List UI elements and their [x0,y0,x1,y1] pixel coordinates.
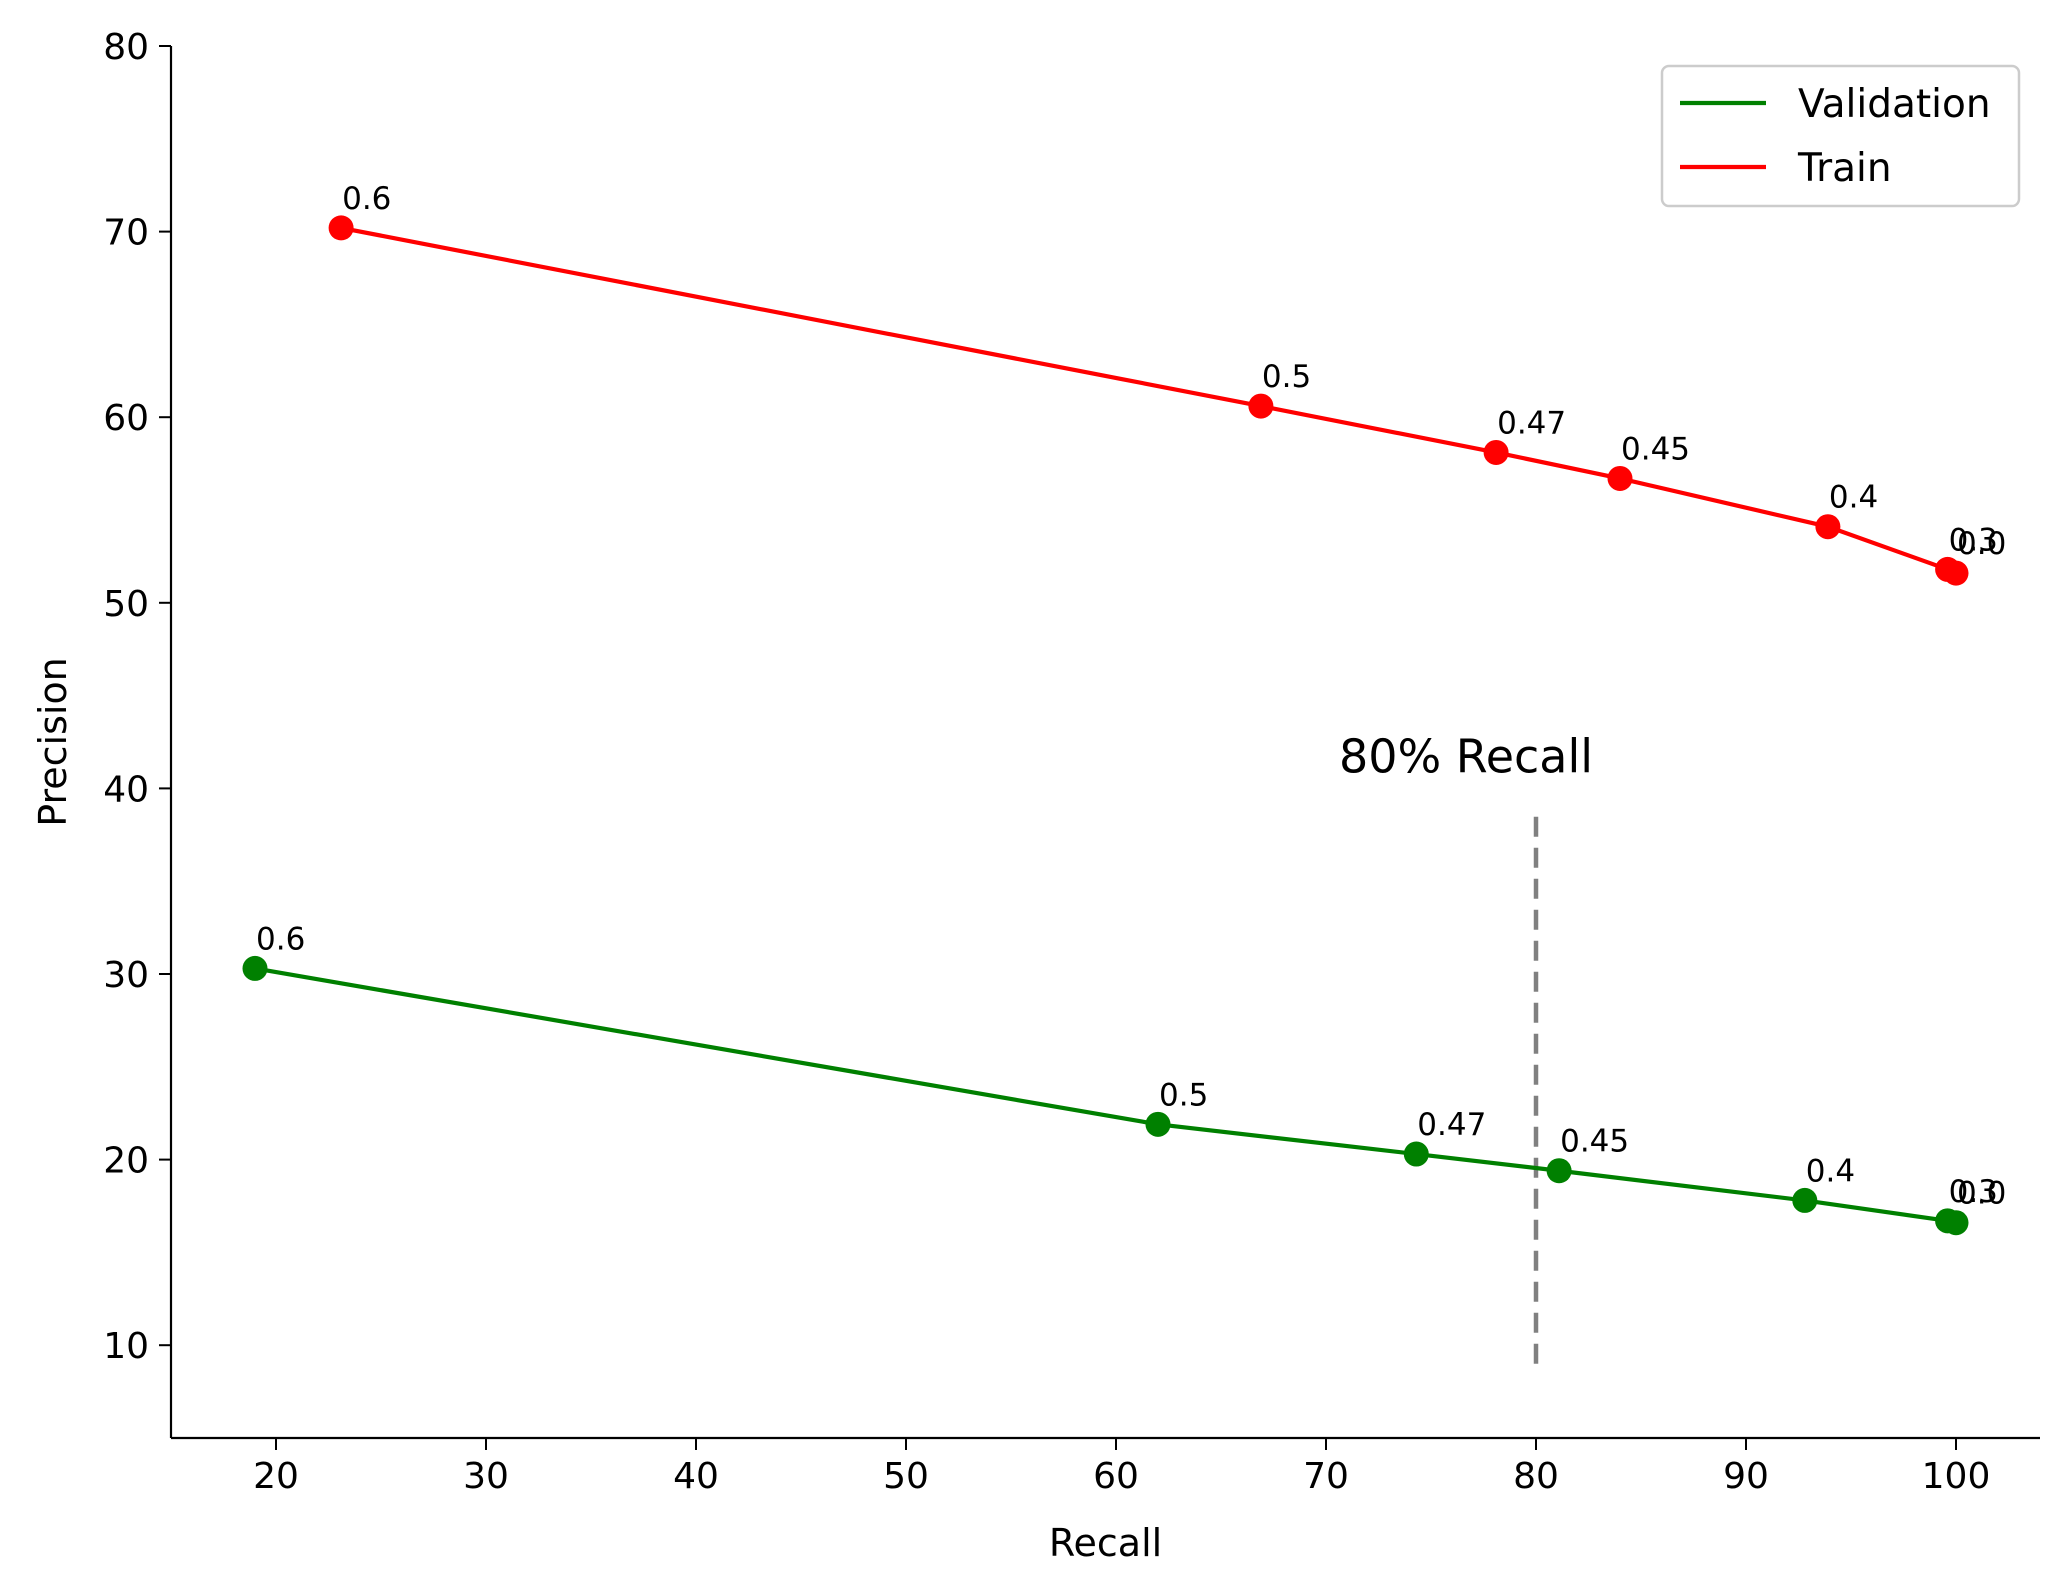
point-label: 0.45 [1560,1124,1629,1160]
point-label: 0.5 [1159,1077,1208,1113]
x-tick-label: 70 [1303,1456,1349,1497]
data-point [1815,514,1841,540]
legend-label-train: Train [1797,146,1892,191]
x-tick-label: 50 [883,1456,929,1497]
x-tick-label: 80 [1513,1456,1559,1497]
annotations: 80% Recall [1339,730,1593,1364]
recall-threshold-label: 80% Recall [1339,730,1593,784]
data-point [1483,439,1509,465]
point-label: 0.3 [1949,1174,1998,1210]
data-point [1943,1210,1969,1236]
point-label: 0.0 [1957,1176,2006,1212]
x-axis-label: Recall [1049,1521,1162,1565]
data-point [328,215,354,241]
point-label: 0.47 [1497,405,1566,441]
data-point [242,955,268,981]
y-axis-ticks: 10 20 30 40 50 60 70 80 [103,27,171,1367]
x-tick-label: 100 [1922,1456,1991,1497]
x-tick-label: 20 [253,1456,299,1497]
point-label: 0.6 [256,921,305,957]
point-label: 0.6 [342,181,391,217]
point-label: 0.5 [1262,359,1311,395]
point-label: 0.45 [1621,431,1690,467]
data-point [1792,1187,1818,1213]
series-train: 0.6 0.5 0.47 0.45 0.4 0.30.0 [328,181,2006,586]
x-tick-label: 30 [463,1456,509,1497]
y-tick-label: 10 [103,1326,149,1367]
y-axis-label: Precision [31,657,75,827]
series-layer: 0.60.50.47 0.450.40.30.00.60.50.470.450.4… [242,181,2006,1236]
data-point [1248,393,1274,419]
y-tick-label: 80 [103,27,149,68]
point-label: 0.47 [1417,1107,1486,1143]
y-tick-label: 70 [103,213,149,254]
point-label: 0.4 [1829,480,1878,516]
series-line [340,225,1957,576]
y-tick-label: 30 [103,955,149,996]
axes [169,46,2040,1440]
x-tick-label: 90 [1723,1456,1769,1497]
point-label: 0.3 [1949,522,1998,558]
y-tick-label: 20 [103,1141,149,1182]
x-tick-label: 40 [673,1456,719,1497]
legend-label-validation: Validation [1798,82,1991,127]
x-tick-label: 60 [1093,1456,1139,1497]
data-point [1607,465,1633,491]
data-point [1943,560,1969,586]
point-label: 0.4 [1806,1153,1855,1189]
x-axis-ticks: 20 30 40 50 60 70 80 90 100 [253,1438,1990,1497]
point-label: 0.0 [1957,526,2006,562]
legend: Validation Train [1660,64,2021,208]
y-tick-label: 60 [103,398,149,439]
y-tick-label: 50 [103,584,149,625]
data-point [1145,1111,1171,1137]
series-validation: 0.6 0.5 0.47 0.45 0.4 0.30.0 [242,921,2006,1236]
data-point [1403,1141,1429,1167]
series-line [254,966,1957,1225]
data-point [1546,1158,1572,1184]
y-tick-label: 40 [103,769,149,810]
